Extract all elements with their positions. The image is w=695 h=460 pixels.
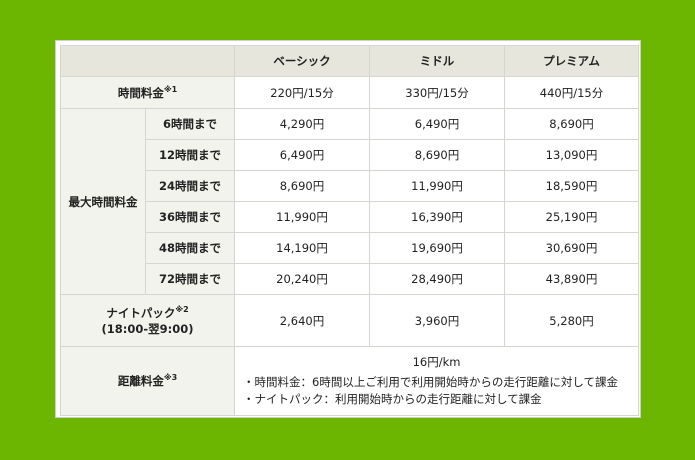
max-row-72h: 72時間まで 20,240円 28,490円 43,890円: [61, 263, 639, 295]
max-value: 20,240円: [234, 263, 370, 295]
max-value: 28,490円: [369, 263, 505, 295]
plan-header-middle: ミドル: [369, 45, 505, 77]
distance-row: 距離料金※3 16円/km ・時間料金：6時間以上ご利用で利用開始時からの走行距…: [60, 346, 639, 416]
max-duration-label: 36時間まで: [145, 201, 235, 233]
max-value: 14,190円: [234, 232, 370, 264]
max-label: 最大時間料金: [60, 108, 146, 295]
max-value: 8,690円: [369, 139, 505, 171]
night-pack-premium: 5,280円: [504, 294, 639, 347]
night-pack-hours: (18:00-翌9:00): [101, 321, 194, 336]
hourly-premium: 440円/15分: [504, 76, 639, 109]
pricing-card: ベーシック ミドル プレミアム 時間料金※1 220円/15分 330円/15分…: [55, 40, 641, 418]
hourly-label-cell: 時間料金※1: [60, 76, 235, 109]
max-value: 6,490円: [369, 108, 505, 140]
hourly-row: 時間料金※1 220円/15分 330円/15分 440円/15分: [60, 76, 639, 109]
distance-label: 距離料金: [117, 374, 164, 388]
distance-note-mark: ※3: [163, 373, 178, 383]
max-value: 19,690円: [369, 232, 505, 264]
max-value: 18,590円: [504, 170, 639, 202]
max-row-36h: 36時間まで 11,990円 16,390円 25,190円: [61, 201, 639, 233]
plan-header-premium: プレミアム: [504, 45, 639, 77]
pricing-table: ベーシック ミドル プレミアム 時間料金※1 220円/15分 330円/15分…: [60, 45, 639, 416]
hourly-basic: 220円/15分: [234, 76, 370, 109]
hourly-note-mark: ※1: [163, 84, 178, 94]
max-value: 13,090円: [504, 139, 639, 171]
max-value: 8,690円: [504, 108, 639, 140]
max-row-24h: 24時間まで 8,690円 11,990円 18,590円: [61, 170, 639, 202]
distance-note-hourly: ・時間料金：6時間以上ご利用で利用開始時からの走行距離に対して課金: [243, 375, 618, 389]
max-value: 4,290円: [234, 108, 370, 140]
max-row-48h: 48時間まで 14,190円 19,690円 30,690円: [61, 232, 639, 264]
header-row: ベーシック ミドル プレミアム: [60, 45, 639, 77]
max-value: 43,890円: [504, 263, 639, 295]
max-duration-label: 6時間まで: [145, 108, 235, 140]
max-value: 25,190円: [504, 201, 639, 233]
max-duration-label: 72時間まで: [145, 263, 235, 295]
hourly-middle: 330円/15分: [369, 76, 505, 109]
max-value: 11,990円: [369, 170, 505, 202]
max-value: 30,690円: [504, 232, 639, 264]
night-pack-row: ナイトパック※2 (18:00-翌9:00) 2,640円 3,960円 5,2…: [60, 294, 639, 347]
max-value: 16,390円: [369, 201, 505, 233]
max-value: 8,690円: [234, 170, 370, 202]
distance-label-cell: 距離料金※3: [60, 346, 235, 416]
max-duration-label: 48時間まで: [145, 232, 235, 264]
max-row-6h: 最大時間料金 6時間まで 4,290円 6,490円 8,690円: [60, 108, 639, 295]
max-row-12h: 12時間まで 6,490円 8,690円 13,090円: [61, 139, 639, 171]
corner-cell: [60, 45, 235, 77]
max-value: 6,490円: [234, 139, 370, 171]
distance-value-cell: 16円/km ・時間料金：6時間以上ご利用で利用開始時からの走行距離に対して課金…: [234, 346, 639, 416]
distance-rate: 16円/km: [412, 355, 461, 369]
max-duration-label: 12時間まで: [145, 139, 235, 171]
max-duration-label: 24時間まで: [145, 170, 235, 202]
max-value: 11,990円: [234, 201, 370, 233]
night-pack-label-cell: ナイトパック※2 (18:00-翌9:00): [60, 294, 235, 347]
distance-note-night: ・ナイトパック：利用開始時からの走行距離に対して課金: [243, 392, 542, 406]
night-pack-note-mark: ※2: [175, 304, 189, 314]
night-pack-basic: 2,640円: [234, 294, 370, 347]
night-pack-label: ナイトパック: [106, 305, 176, 320]
night-pack-middle: 3,960円: [369, 294, 505, 347]
hourly-label: 時間料金: [117, 85, 164, 100]
plan-header-basic: ベーシック: [234, 45, 370, 77]
